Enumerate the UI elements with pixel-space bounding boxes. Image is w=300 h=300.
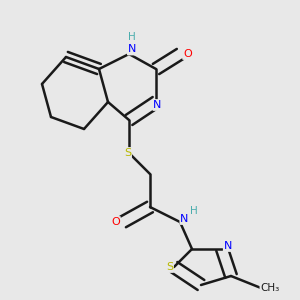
Text: N: N — [128, 44, 136, 55]
Text: S: S — [124, 148, 131, 158]
Text: N: N — [224, 241, 232, 251]
Text: H: H — [190, 206, 197, 217]
Text: S: S — [166, 262, 173, 272]
Text: N: N — [153, 100, 162, 110]
Text: CH₃: CH₃ — [260, 283, 280, 293]
Text: H: H — [128, 32, 136, 42]
Text: O: O — [183, 49, 192, 59]
Text: N: N — [180, 214, 189, 224]
Text: O: O — [111, 217, 120, 227]
